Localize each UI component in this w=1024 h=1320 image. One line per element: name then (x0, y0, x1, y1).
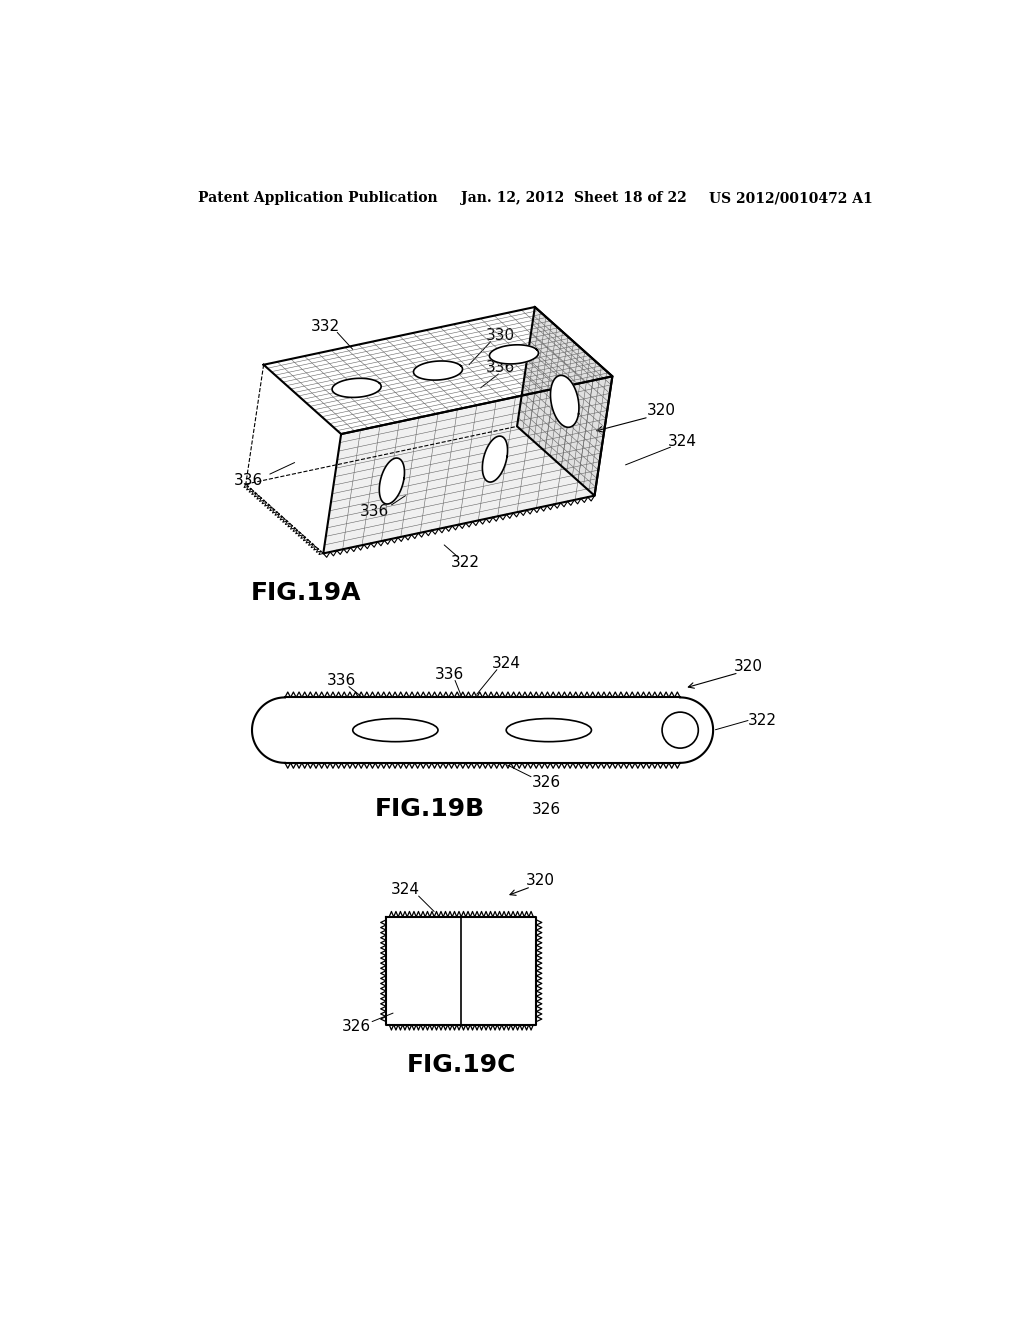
Text: 336: 336 (327, 673, 355, 688)
Text: FIG.19B: FIG.19B (375, 797, 485, 821)
Polygon shape (680, 697, 713, 763)
Text: 326: 326 (531, 775, 561, 789)
Polygon shape (252, 697, 285, 763)
Text: 332: 332 (311, 318, 340, 334)
Polygon shape (324, 376, 612, 553)
Polygon shape (324, 376, 612, 553)
Polygon shape (517, 308, 612, 496)
Text: 336: 336 (359, 503, 389, 519)
Ellipse shape (506, 718, 592, 742)
Polygon shape (263, 308, 612, 434)
Polygon shape (263, 308, 612, 434)
Polygon shape (482, 436, 508, 482)
Polygon shape (332, 379, 381, 397)
Polygon shape (551, 375, 579, 428)
Text: 324: 324 (668, 434, 696, 449)
Polygon shape (489, 345, 539, 364)
Text: 320: 320 (733, 659, 763, 675)
Polygon shape (414, 360, 463, 380)
Text: FIG.19C: FIG.19C (407, 1053, 516, 1077)
Text: 330: 330 (485, 327, 515, 343)
Polygon shape (379, 458, 404, 504)
Text: 320: 320 (647, 404, 676, 418)
Text: US 2012/0010472 A1: US 2012/0010472 A1 (710, 191, 873, 206)
Text: Patent Application Publication: Patent Application Publication (198, 191, 437, 206)
Circle shape (663, 711, 698, 748)
Text: Jan. 12, 2012  Sheet 18 of 22: Jan. 12, 2012 Sheet 18 of 22 (461, 191, 687, 206)
Text: 324: 324 (492, 656, 520, 671)
Text: 326: 326 (531, 801, 561, 817)
Text: 336: 336 (435, 667, 464, 682)
Text: 336: 336 (233, 473, 263, 488)
Text: FIG.19A: FIG.19A (251, 581, 361, 606)
Text: 322: 322 (748, 713, 777, 729)
Text: 326: 326 (342, 1019, 371, 1035)
Polygon shape (285, 697, 680, 763)
Text: 322: 322 (451, 556, 479, 570)
Text: 320: 320 (525, 873, 555, 888)
Polygon shape (386, 917, 537, 1024)
Polygon shape (517, 308, 612, 496)
Text: 336: 336 (485, 360, 515, 375)
Ellipse shape (352, 718, 438, 742)
Text: 324: 324 (391, 882, 420, 898)
